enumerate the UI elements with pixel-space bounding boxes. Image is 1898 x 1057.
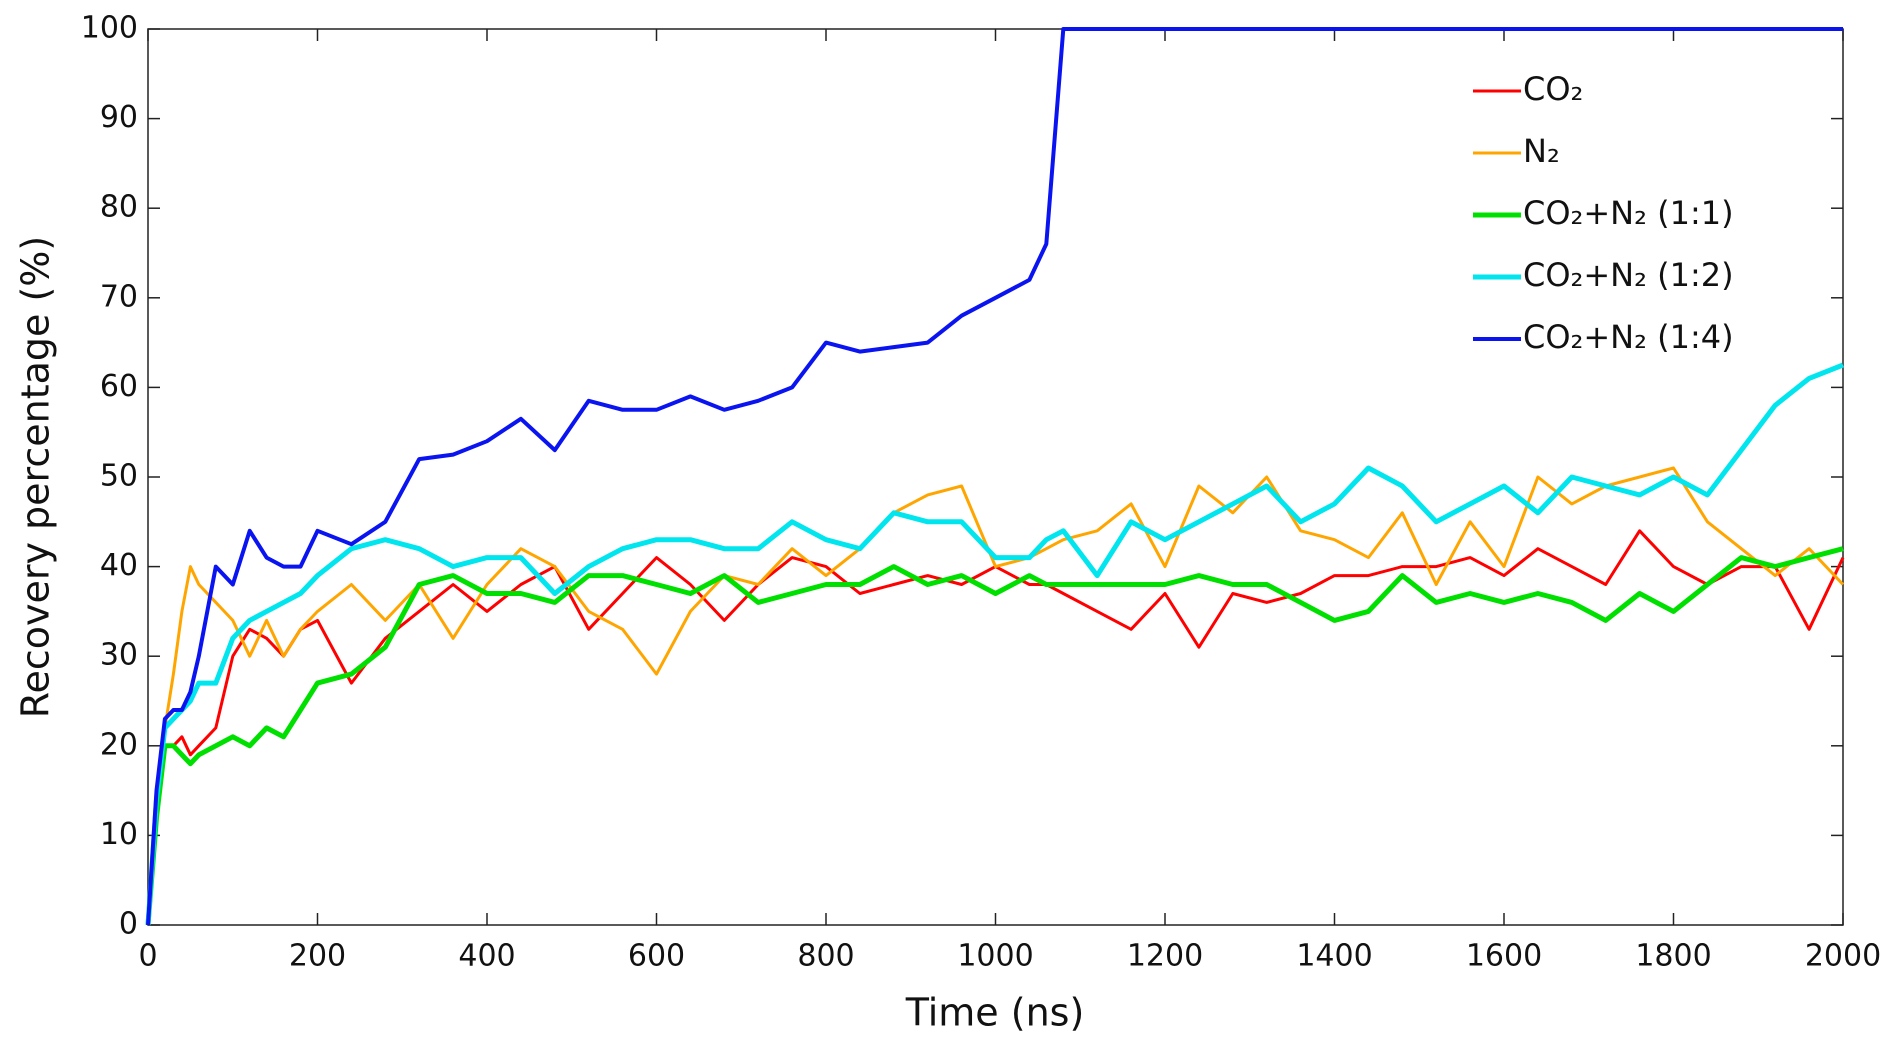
y-tick-label: 50	[100, 459, 138, 494]
y-tick-label: 20	[100, 727, 138, 762]
legend-text: CO₂+N₂ (1:2)	[1523, 256, 1734, 294]
y-tick-label: 80	[100, 190, 138, 225]
series-line	[146, 529, 1845, 926]
x-tick-label: 1200	[1127, 939, 1203, 974]
series-line	[146, 466, 1845, 926]
x-tick-label: 0	[138, 939, 157, 974]
y-tick-label: 40	[100, 548, 138, 583]
series-line	[146, 27, 1843, 926]
x-tick-label: 800	[797, 939, 854, 974]
y-axis-title: Recovery percentage (%)	[14, 236, 58, 718]
x-tick-label: 600	[628, 939, 685, 974]
x-tick-label: 200	[289, 939, 346, 974]
x-tick-label: 1400	[1296, 939, 1372, 974]
x-tick-label: 1000	[957, 939, 1033, 974]
legend-text: N₂	[1523, 132, 1560, 170]
x-axis-title: Time (ns)	[905, 991, 1085, 1035]
y-tick-label: 100	[81, 11, 138, 46]
y-tick-label: 0	[119, 907, 138, 942]
plot-frame	[147, 28, 1844, 926]
series-line	[145, 362, 1844, 926]
y-tick-label: 70	[100, 279, 138, 314]
y-tick-label: 10	[100, 817, 138, 852]
x-tick-label: 2000	[1805, 939, 1881, 974]
series-line	[145, 546, 1844, 926]
legend-text: CO₂+N₂ (1:4)	[1523, 318, 1734, 356]
x-tick-label: 1600	[1466, 939, 1542, 974]
y-tick-label: 60	[100, 369, 138, 404]
x-tick-label: 1800	[1635, 939, 1711, 974]
legend-text: CO₂	[1523, 70, 1583, 108]
y-tick-label: 90	[100, 100, 138, 135]
legend-text: CO₂+N₂ (1:1)	[1523, 194, 1734, 232]
x-tick-label: 400	[458, 939, 515, 974]
y-tick-label: 30	[100, 638, 138, 673]
